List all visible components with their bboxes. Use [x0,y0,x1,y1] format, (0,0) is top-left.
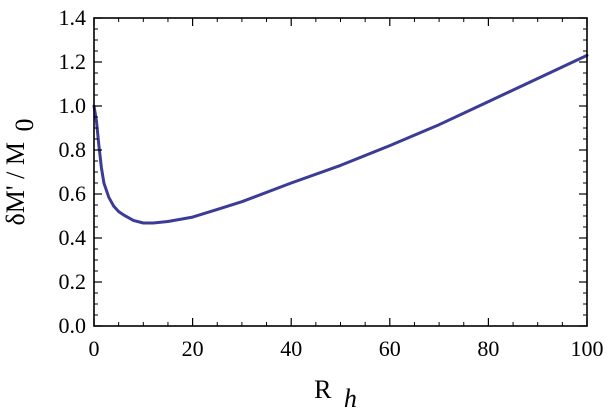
ticks-layer: 0 20 40 60 80 100 0.0 0.2 0.4 0.6 0.8 1.0 1.2 1.4 [59,5,604,361]
y-tick-label: 0.0 [59,313,87,338]
y-tick-label: 1.4 [59,5,87,30]
x-tick-label: 0 [89,336,100,361]
x-axis-label: R h [314,375,357,413]
y-tick-label: 1.0 [59,93,87,118]
y-tick-label: 1.2 [59,49,87,74]
plot-layer [92,53,589,225]
x-tick-label: 20 [182,336,204,361]
plot-frame [93,17,588,327]
y-tick-label: 0.2 [59,269,87,294]
x-tick-label: 80 [477,336,499,361]
y-tick-label: 0.6 [59,181,87,206]
y-axis-label: δM' / M 0 [1,119,39,226]
y-axis-label-main: δM' / M [1,142,30,225]
x-axis-label-sub: h [344,384,357,413]
x-axis-label-main: R [314,375,332,404]
x-tick-label: 60 [379,336,401,361]
y-tick-label: 0.8 [59,137,87,162]
x-tick-label: 40 [280,336,302,361]
y-axis-label-sub: 0 [10,119,39,132]
x-tick-label: 100 [571,336,604,361]
y-tick-label: 0.4 [59,225,87,250]
series-line [92,53,589,225]
